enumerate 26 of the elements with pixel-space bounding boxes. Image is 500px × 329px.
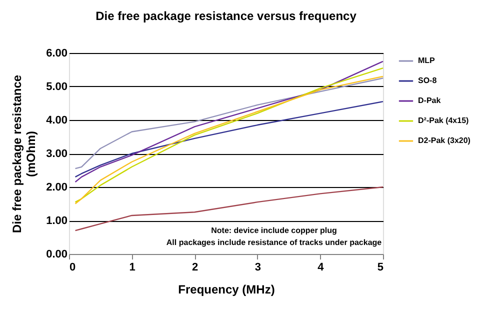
line-series	[74, 60, 384, 183]
x-tick-label: 3	[254, 262, 261, 274]
y-tick-label: 6.00	[46, 48, 68, 60]
legend-label: MLP	[418, 56, 436, 65]
y-tick-label: 3.00	[46, 148, 68, 160]
legend-label: D2-Pak (3x20)	[418, 136, 471, 145]
chart-title: Die free package resistance versus frequency	[96, 9, 357, 23]
annotation: Note: device include copper plug	[211, 226, 338, 235]
y-tick-label: 4.00	[46, 114, 68, 126]
x-tick-label: 0	[70, 262, 76, 274]
x-tick-label: 2	[192, 262, 198, 274]
x-axis-title: Frequency (MHz)	[178, 282, 275, 296]
y-tick-label: 2.00	[46, 182, 68, 194]
line-series	[74, 78, 384, 170]
legend-label: D²-Pak (4x15)	[418, 116, 470, 125]
y-tick-label: 1.00	[46, 215, 68, 227]
x-tick-label: 4	[318, 262, 325, 274]
legend-label: D-Pak	[418, 96, 442, 105]
line-series	[74, 100, 384, 178]
y-tick-label: 0.00	[46, 248, 68, 260]
annotation: All packages include resistance of tracks under package	[166, 238, 382, 247]
x-tick-label: 1	[129, 262, 136, 274]
legend-label: SO-8	[418, 76, 438, 85]
y-tick-label: 5.00	[46, 81, 68, 93]
y-axis-title: Die free package resistance (mOhm)	[10, 74, 38, 234]
x-tick-label: 5	[377, 262, 384, 274]
